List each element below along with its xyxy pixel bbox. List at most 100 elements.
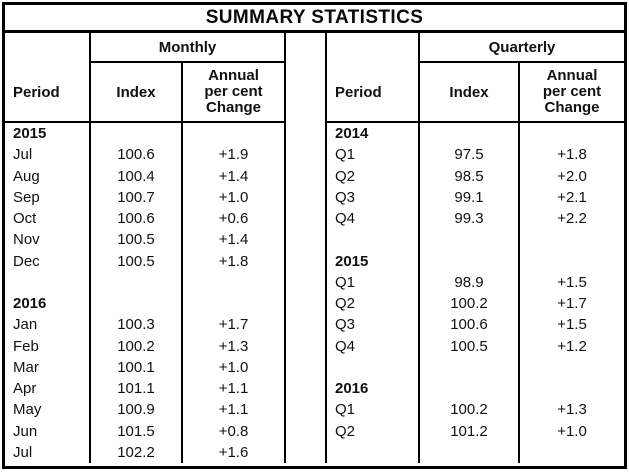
table-row: Sep 100.7 +1.0 Q3 99.1 +2.1 <box>5 186 624 208</box>
table-body: 2015 2014 Jul 100.6 +1.9 Q1 97.5 +1.8 Au… <box>5 123 624 463</box>
quarterly-change-header: Annual per cent Change <box>520 63 624 123</box>
quarterly-change-cell: +2.1 <box>557 188 587 206</box>
table-row: Oct 100.6 +0.6 Q4 99.3 +2.2 <box>5 208 624 230</box>
quarterly-change-cell: +1.5 <box>557 273 587 291</box>
quarterly-period-cell <box>327 441 420 463</box>
monthly-index-cell <box>91 271 183 293</box>
monthly-change-cell: +1.6 <box>218 443 249 461</box>
monthly-index-cell: 100.6 <box>91 208 183 230</box>
gap-cell <box>284 144 327 166</box>
monthly-period-cell: Mar <box>5 356 91 378</box>
table-row: Dec 100.5 +1.8 2015 <box>5 250 624 272</box>
quarterly-change-cell: +1.7 <box>557 295 587 313</box>
quarterly-index-cell <box>420 378 520 400</box>
monthly-change-cell <box>183 272 284 293</box>
quarterly-period-cell: Q3 <box>327 314 420 336</box>
quarterly-change-cell: +2.2 <box>557 210 587 228</box>
quarterly-year-cell: 2014 <box>327 123 420 145</box>
monthly-change-cell: +1.3 <box>218 337 249 355</box>
quarterly-index-cell: 97.5 <box>420 144 520 166</box>
table-row: Q1 98.9 +1.5 <box>5 271 624 293</box>
monthly-change-cell: +1.7 <box>218 316 249 334</box>
gap-cell <box>284 186 327 208</box>
quarterly-index-cell: 100.2 <box>420 293 520 315</box>
quarterly-index-cell: 99.1 <box>420 186 520 208</box>
quarterly-index-cell <box>420 250 520 272</box>
quarterly-period-cell <box>327 356 420 378</box>
quarterly-change-cell: +1.8 <box>557 146 587 164</box>
monthly-period-cell: Feb <box>5 335 91 357</box>
quarterly-index-cell <box>420 441 520 463</box>
monthly-change-cell: +0.6 <box>218 210 249 228</box>
monthly-change-cell: +1.4 <box>218 167 249 185</box>
table-title: SUMMARY STATISTICS <box>5 5 624 33</box>
quarterly-change-cell <box>520 251 624 272</box>
monthly-year-cell: 2016 <box>5 293 91 315</box>
gap-cell <box>284 208 327 230</box>
monthly-index-cell: 100.5 <box>91 250 183 272</box>
table-gap-column <box>284 33 327 123</box>
quarterly-change-cell <box>520 442 624 463</box>
quarterly-index-cell: 100.6 <box>420 314 520 336</box>
monthly-change-cell <box>183 293 284 314</box>
monthly-period-cell: Dec <box>5 250 91 272</box>
quarterly-change-cell <box>520 229 624 250</box>
monthly-index-cell: 102.2 <box>91 441 183 463</box>
monthly-index-cell <box>91 293 183 315</box>
monthly-change-cell: +1.9 <box>218 146 249 164</box>
gap-cell <box>284 441 327 463</box>
quarterly-index-cell: 98.5 <box>420 165 520 187</box>
table-row: Jul 102.2 +1.6 <box>5 441 624 463</box>
quarterly-index-cell: 100.5 <box>420 335 520 357</box>
gap-cell <box>284 250 327 272</box>
quarterly-index-cell <box>420 123 520 145</box>
monthly-index-cell: 101.5 <box>91 420 183 442</box>
monthly-change-cell: +0.8 <box>218 422 249 440</box>
quarterly-subheaders: Index Annual per cent Change <box>420 63 624 123</box>
monthly-period-cell: Apr <box>5 378 91 400</box>
quarterly-period-cell: Q2 <box>327 420 420 442</box>
monthly-period-cell: Nov <box>5 229 91 251</box>
quarterly-period-cell: Q1 <box>327 271 420 293</box>
gap-cell <box>284 165 327 187</box>
quarterly-index-cell: 99.3 <box>420 208 520 230</box>
gap-cell <box>284 378 327 400</box>
quarterly-index-cell: 101.2 <box>420 420 520 442</box>
monthly-change-cell <box>183 123 284 144</box>
table-row: Apr 101.1 +1.1 2016 <box>5 378 624 400</box>
monthly-change-cell: +1.1 <box>218 380 249 398</box>
quarterly-period-cell: Q1 <box>327 399 420 421</box>
monthly-index-cell: 100.4 <box>91 165 183 187</box>
quarterly-index-header: Index <box>420 63 520 123</box>
monthly-change-cell: +1.8 <box>218 252 249 270</box>
gap-cell <box>284 271 327 293</box>
quarterly-change-cell <box>520 378 624 399</box>
monthly-index-cell: 100.7 <box>91 186 183 208</box>
monthly-period-header: Period <box>5 33 91 123</box>
table-row: Jan 100.3 +1.7 Q3 100.6 +1.5 <box>5 314 624 336</box>
table-row: Mar 100.1 +1.0 <box>5 356 624 378</box>
gap-cell <box>284 399 327 421</box>
quarterly-period-cell: Q3 <box>327 186 420 208</box>
table-header: Period Monthly Index Annual per cent Cha… <box>5 33 624 123</box>
quarterly-period-cell: Q1 <box>327 144 420 166</box>
quarterly-change-cell: +1.5 <box>557 316 587 334</box>
table-row: Feb 100.2 +1.3 Q4 100.5 +1.2 <box>5 335 624 357</box>
gap-cell <box>284 420 327 442</box>
monthly-period-cell: Jun <box>5 420 91 442</box>
monthly-index-header: Index <box>91 63 183 123</box>
monthly-group-label: Monthly <box>91 33 284 63</box>
quarterly-change-cell: +1.0 <box>557 422 587 440</box>
quarterly-change-cell: +1.2 <box>557 337 587 355</box>
monthly-index-cell <box>91 123 183 145</box>
gap-cell <box>284 293 327 315</box>
table-row: Aug 100.4 +1.4 Q2 98.5 +2.0 <box>5 165 624 187</box>
monthly-period-cell: Jul <box>5 144 91 166</box>
monthly-index-cell: 101.1 <box>91 378 183 400</box>
quarterly-period-cell: Q4 <box>327 335 420 357</box>
monthly-change-cell: +1.1 <box>218 401 249 419</box>
quarterly-change-cell: +1.3 <box>557 401 587 419</box>
monthly-index-cell: 100.3 <box>91 314 183 336</box>
quarterly-period-cell <box>327 229 420 251</box>
